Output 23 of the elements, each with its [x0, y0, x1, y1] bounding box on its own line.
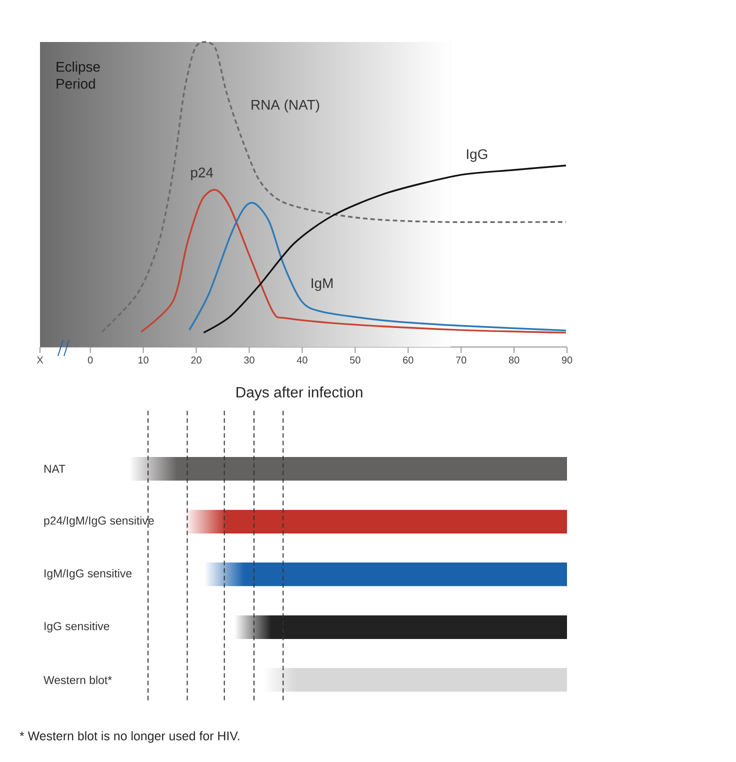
series-label: RNA (NAT) — [252, 100, 320, 113]
band-label: Eclipse Period — [56, 62, 100, 89]
x-axis-title: Days after infection — [236, 386, 362, 400]
x-tick-label: 60 — [403, 356, 414, 364]
x-tick-label: 70 — [456, 356, 466, 364]
series-label: IgM — [312, 278, 333, 291]
x-tick-label: 30 — [244, 356, 254, 364]
x-tick-label: 0 — [88, 356, 93, 364]
text: * Western blot is no longer used for HIV. — [20, 731, 240, 743]
y-tick-label: NAT — [44, 464, 66, 473]
series-label: p24 — [191, 168, 214, 180]
x-tick-label: 20 — [191, 356, 202, 364]
x-tick-label: 50 — [350, 356, 360, 364]
y-tick-label: IgG sensitive — [44, 622, 110, 632]
y-tick-label: Western blot* — [44, 676, 112, 684]
x-tick-label: 90 — [562, 356, 572, 364]
y-tick-label: p24/IgM/IgG sensitive — [44, 516, 154, 527]
x-tick-label: X — [36, 356, 44, 364]
series-label: IgG — [466, 149, 488, 162]
x-tick-label: 40 — [296, 356, 308, 364]
y-tick-label: IgM/IgG sensitive — [44, 569, 132, 580]
x-tick-label: 80 — [508, 356, 520, 364]
x-tick-label: 10 — [138, 356, 148, 364]
